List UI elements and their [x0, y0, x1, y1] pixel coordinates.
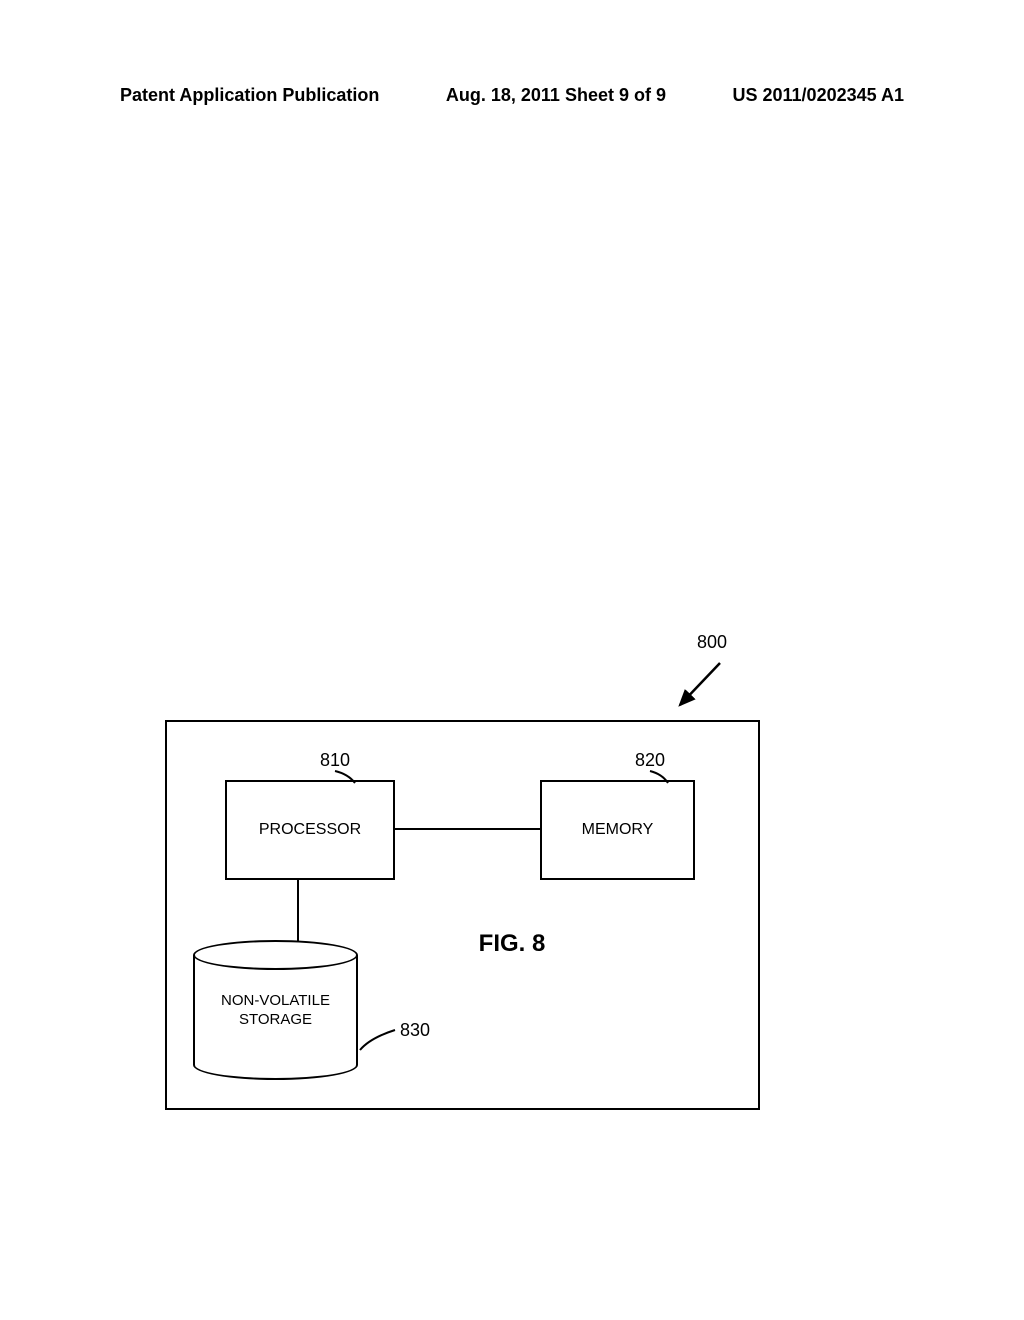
header-publication-type: Patent Application Publication — [120, 85, 379, 106]
storage-label-line2: STORAGE — [239, 1011, 312, 1028]
figure-caption: FIG. 8 — [0, 930, 1024, 958]
memory-label: MEMORY — [582, 821, 654, 839]
header-date-sheet: Aug. 18, 2011 Sheet 9 of 9 — [446, 85, 666, 106]
storage-cylinder: NON-VOLATILE STORAGE — [193, 940, 358, 1080]
page-header: Patent Application Publication Aug. 18, … — [0, 85, 1024, 106]
connector-processor-memory — [395, 828, 540, 830]
processor-leader-line — [330, 766, 390, 806]
diagram-area: 800 PROCESSOR 810 MEMORY 820 NON-VOLATIL… — [0, 300, 1024, 1000]
system-ref-label: 800 — [697, 632, 727, 653]
storage-cylinder-body: NON-VOLATILE STORAGE — [193, 955, 358, 1065]
storage-leader-line — [355, 1025, 425, 1075]
header-pub-number: US 2011/0202345 A1 — [733, 85, 904, 106]
storage-label-line1: NON-VOLATILE — [221, 992, 330, 1009]
memory-leader-line — [645, 766, 705, 806]
processor-label: PROCESSOR — [259, 821, 361, 839]
